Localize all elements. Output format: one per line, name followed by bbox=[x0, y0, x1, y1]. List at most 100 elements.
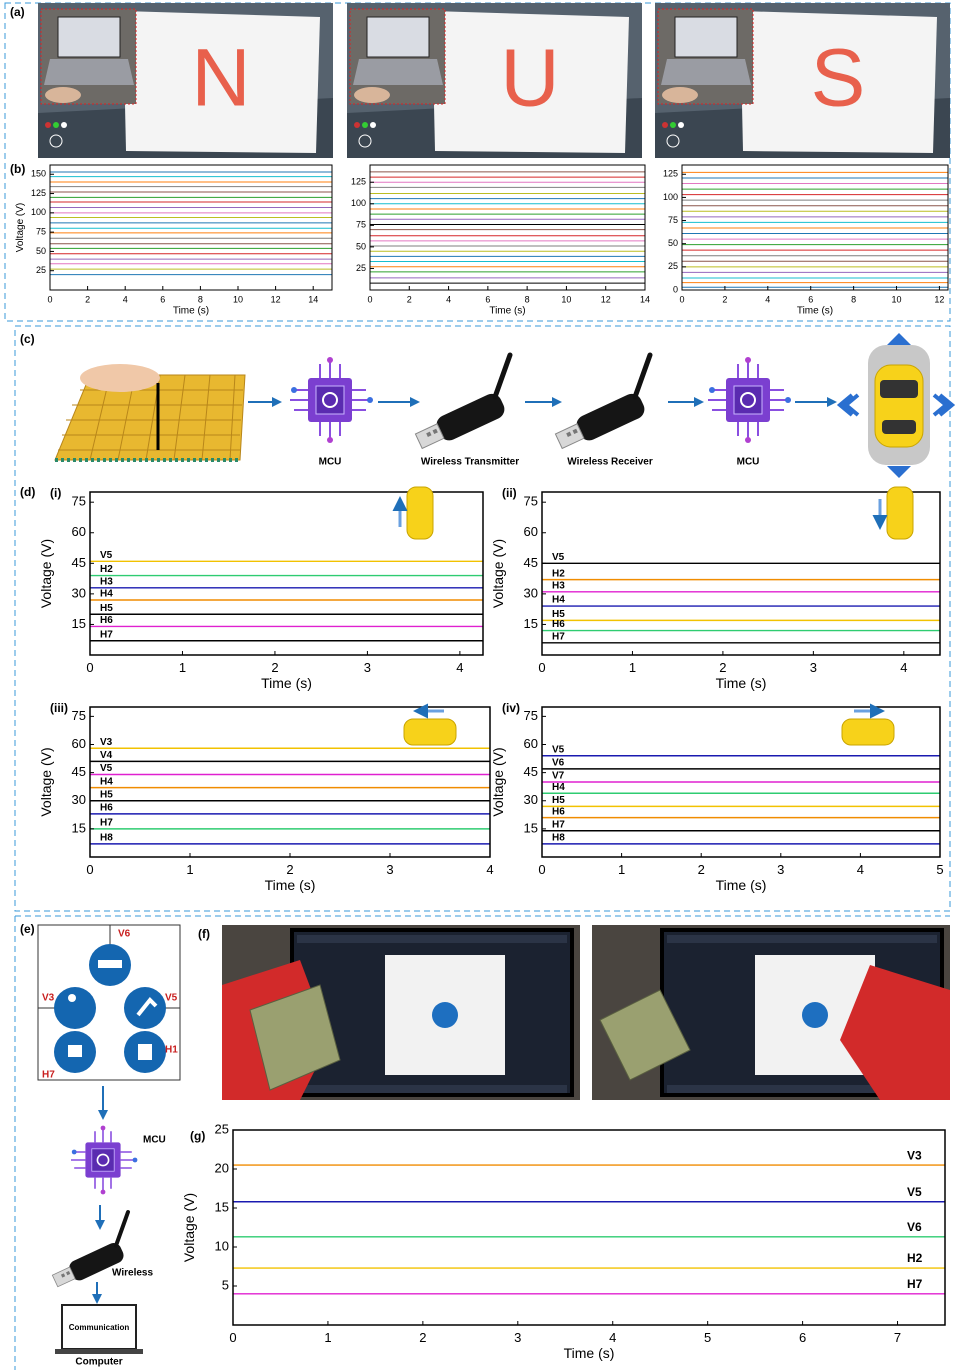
x-axis-label: Time (s) bbox=[261, 675, 312, 691]
trace-label: H5 bbox=[552, 795, 565, 806]
x-tick-label: 2 bbox=[419, 1330, 426, 1345]
electrode-map bbox=[37, 924, 181, 1081]
trace-label: V5 bbox=[100, 550, 113, 561]
panel-label: (b) bbox=[10, 162, 25, 176]
y-tick-label: 125 bbox=[31, 188, 46, 198]
x-axis-label: Time (s) bbox=[173, 306, 209, 317]
electrode-label: V3 bbox=[42, 993, 55, 1004]
y-tick-label: 45 bbox=[524, 555, 538, 570]
subpanel-label: (iii) bbox=[50, 701, 68, 715]
y-tick-label: 60 bbox=[524, 524, 538, 539]
trace-label: H8 bbox=[552, 833, 565, 844]
x-tick-label: 10 bbox=[233, 294, 243, 304]
subpanel-label: (iv) bbox=[502, 701, 520, 715]
trace-label: H7 bbox=[552, 631, 565, 642]
y-axis-label: Voltage (V) bbox=[490, 747, 506, 816]
board-letter: U bbox=[500, 33, 559, 124]
x-tick-label: 2 bbox=[271, 660, 278, 675]
x-tick-label: 6 bbox=[160, 294, 165, 304]
y-tick-label: 100 bbox=[663, 192, 678, 202]
y-tick-label: 15 bbox=[524, 616, 538, 631]
x-tick-label: 3 bbox=[810, 660, 817, 675]
x-tick-label: 6 bbox=[799, 1330, 806, 1345]
trace-label: H3 bbox=[100, 576, 113, 587]
trace-label: H7 bbox=[907, 1277, 923, 1291]
x-tick-label: 2 bbox=[698, 862, 705, 877]
sensor-mat bbox=[54, 364, 246, 462]
trace-label: V5 bbox=[552, 744, 565, 755]
photo bbox=[346, 2, 643, 159]
x-tick-label: 4 bbox=[609, 1330, 616, 1345]
y-tick-label: 45 bbox=[72, 764, 86, 779]
x-tick-label: 5 bbox=[936, 862, 943, 877]
y-tick-label: 150 bbox=[31, 169, 46, 179]
y-tick-label: 125 bbox=[351, 177, 366, 187]
x-tick-label: 10 bbox=[892, 294, 902, 304]
y-tick-label: 15 bbox=[215, 1199, 229, 1214]
x-tick-label: 2 bbox=[719, 660, 726, 675]
photo bbox=[654, 2, 951, 159]
x-tick-label: 0 bbox=[538, 660, 545, 675]
car-icon bbox=[403, 718, 457, 746]
trace-label: V6 bbox=[907, 1220, 922, 1234]
y-tick-label: 15 bbox=[72, 820, 86, 835]
trace-label: V3 bbox=[907, 1148, 922, 1162]
y-tick-label: 125 bbox=[663, 169, 678, 179]
y-tick-label: 5 bbox=[222, 1277, 229, 1292]
y-tick-label: 0 bbox=[673, 284, 678, 294]
diagram-label: MCU bbox=[737, 457, 760, 468]
subpanel-label: (ii) bbox=[502, 486, 517, 500]
sensor-mat bbox=[599, 989, 691, 1081]
mcu-icon bbox=[289, 356, 374, 444]
x-tick-label: 2 bbox=[286, 862, 293, 877]
trace-label: H6 bbox=[552, 619, 565, 630]
trace-label: H4 bbox=[552, 782, 565, 793]
x-tick-label: 3 bbox=[514, 1330, 521, 1345]
x-tick-label: 12 bbox=[271, 294, 281, 304]
sensor-mat bbox=[249, 984, 341, 1091]
panel-label: (e) bbox=[20, 922, 35, 936]
trace-label: H6 bbox=[552, 806, 565, 817]
x-tick-label: 12 bbox=[601, 294, 611, 304]
y-tick-label: 25 bbox=[668, 261, 678, 271]
x-tick-label: 4 bbox=[486, 862, 493, 877]
x-axis-label: Time (s) bbox=[797, 306, 833, 317]
panel-label: (f) bbox=[198, 927, 210, 941]
x-tick-label: 3 bbox=[386, 862, 393, 877]
plot-frame bbox=[232, 1129, 946, 1326]
x-axis-label: Time (s) bbox=[265, 877, 316, 893]
board-letter: N bbox=[191, 33, 250, 124]
trace-label: V5 bbox=[907, 1185, 922, 1199]
diagram-label: Communication bbox=[69, 1323, 130, 1332]
y-tick-label: 10 bbox=[215, 1238, 229, 1253]
trace-label: H2 bbox=[552, 568, 565, 579]
y-tick-label: 50 bbox=[668, 238, 678, 248]
x-tick-label: 2 bbox=[407, 294, 412, 304]
panel-label: (d) bbox=[20, 485, 35, 499]
x-tick-label: 4 bbox=[900, 660, 907, 675]
car-icon bbox=[836, 333, 955, 478]
car-icon bbox=[406, 486, 434, 540]
x-axis-label: Time (s) bbox=[716, 675, 767, 691]
diagram-label: MCU bbox=[319, 457, 342, 468]
y-tick-label: 30 bbox=[524, 585, 538, 600]
plot-frame bbox=[681, 164, 949, 291]
trace-label: H2 bbox=[100, 564, 113, 575]
trace-label: H4 bbox=[100, 589, 113, 600]
y-tick-label: 60 bbox=[72, 736, 86, 751]
mcu-icon bbox=[70, 1124, 139, 1196]
trace-label: H5 bbox=[552, 609, 565, 620]
y-tick-label: 50 bbox=[356, 241, 366, 251]
trace-label: H7 bbox=[100, 818, 113, 829]
y-tick-label: 15 bbox=[72, 616, 86, 631]
x-tick-label: 6 bbox=[485, 294, 490, 304]
x-axis-label: Time (s) bbox=[489, 306, 525, 317]
y-tick-label: 75 bbox=[36, 227, 46, 237]
trace-label: H5 bbox=[100, 789, 113, 800]
diagram-label: Wireless bbox=[112, 1268, 153, 1279]
x-tick-label: 2 bbox=[722, 294, 727, 304]
x-tick-label: 0 bbox=[679, 294, 684, 304]
x-tick-label: 3 bbox=[364, 660, 371, 675]
x-tick-label: 4 bbox=[857, 862, 864, 877]
